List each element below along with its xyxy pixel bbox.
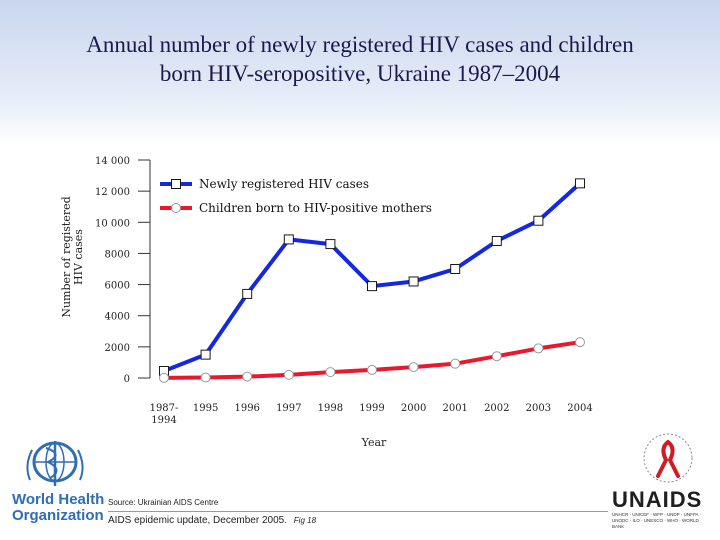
data-point-circle bbox=[450, 358, 461, 369]
data-point-square bbox=[283, 234, 294, 245]
y-tick-label: 0 bbox=[124, 374, 130, 385]
data-point-square bbox=[242, 288, 253, 299]
legend-marker-circle bbox=[171, 203, 181, 213]
data-point-circle bbox=[491, 351, 502, 362]
data-point-square bbox=[325, 239, 336, 250]
source-note: Source: Ukrainian AIDS Centre bbox=[108, 498, 219, 507]
data-point-square bbox=[408, 276, 419, 287]
legend-label: Children born to HIV-positive mothers bbox=[199, 201, 432, 215]
y-axis-label: Number of registeredHIV cases bbox=[60, 196, 85, 317]
x-tick-label: 1995 bbox=[193, 403, 218, 414]
citation-text: AIDS epidemic update, December 2005. bbox=[108, 515, 287, 526]
y-tick-label: 14 000 bbox=[95, 156, 130, 167]
y-tick-label: 12 000 bbox=[95, 187, 130, 198]
x-axis-label: Year bbox=[361, 436, 387, 449]
footer-divider bbox=[108, 511, 608, 512]
x-tick-label: 2004 bbox=[567, 403, 592, 414]
data-point-square bbox=[367, 281, 377, 292]
unaids-wordmark: UNAIDS bbox=[612, 487, 703, 512]
legend-box bbox=[160, 166, 452, 218]
line-chart: 0 2000 4000 6000 8000 10 000 12 000 14 000 Numbe… bbox=[60, 156, 593, 449]
y-tick-label: 4000 bbox=[105, 312, 130, 323]
x-tick-label: 2002 bbox=[484, 403, 509, 414]
x-tick-label: 1998 bbox=[318, 403, 343, 414]
who-name: World Health Organization bbox=[12, 491, 105, 524]
data-point-circle bbox=[575, 337, 585, 348]
y-tick-label: 8000 bbox=[105, 249, 130, 260]
legend-marker-square bbox=[171, 179, 181, 189]
x-tick-label: 1997 bbox=[276, 403, 301, 414]
data-point-circle bbox=[200, 372, 211, 383]
data-point-square bbox=[575, 178, 585, 189]
x-tick-label: 2003 bbox=[526, 403, 551, 414]
data-point-square bbox=[533, 215, 544, 226]
header-band: Annual number of newly registered HIV ca… bbox=[0, 0, 720, 146]
legend-label: Newly registered HIV cases bbox=[199, 177, 369, 191]
data-point-circle bbox=[325, 367, 336, 378]
data-point-square bbox=[450, 264, 461, 274]
title-line-2: born HIV-seropositive, Ukraine 1987–2004 bbox=[159, 61, 561, 86]
citation: AIDS epidemic update, December 2005. Fig… bbox=[108, 515, 316, 526]
y-tick-label: 2000 bbox=[105, 343, 130, 354]
data-point-circle bbox=[408, 362, 419, 373]
data-point-square bbox=[200, 349, 211, 360]
x-tick-label: 1994 bbox=[151, 415, 176, 426]
data-point-circle bbox=[283, 369, 294, 380]
title-line-1: Annual number of newly registered HIV ca… bbox=[86, 32, 634, 57]
x-tick-label: 2000 bbox=[401, 403, 426, 414]
data-point-circle bbox=[367, 364, 377, 375]
data-point-circle bbox=[533, 343, 544, 354]
x-tick-label: 1999 bbox=[359, 403, 384, 414]
x-tick-label: 1996 bbox=[234, 403, 259, 414]
data-point-square bbox=[491, 235, 502, 246]
x-tick-label: 2001 bbox=[442, 403, 467, 414]
y-tick-label: 6000 bbox=[105, 281, 130, 292]
unaids-ribbon-icon bbox=[643, 433, 693, 483]
figure-number: Fig 18 bbox=[293, 516, 317, 525]
unaids-cosponsors: UNHCR · UNICEF · WFP · UNDP · UNFPA · UN… bbox=[612, 512, 701, 529]
x-tick-label: 1987- bbox=[150, 403, 179, 414]
who-logo-icon bbox=[26, 441, 84, 486]
data-point-circle bbox=[159, 372, 169, 383]
data-point-circle bbox=[242, 371, 253, 382]
page-title: Annual number of newly registered HIV ca… bbox=[0, 30, 720, 88]
y-tick-label: 10 000 bbox=[95, 218, 130, 229]
